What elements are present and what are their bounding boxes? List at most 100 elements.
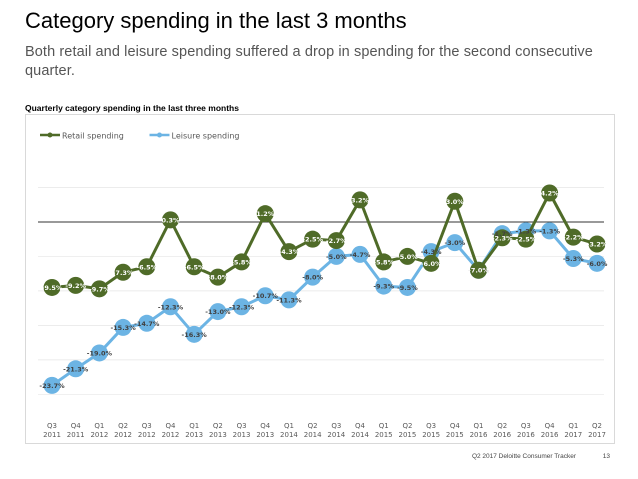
leisure-data-label: -6.0% [587,260,608,268]
leisure-point [161,298,179,316]
x-tick-label: Q4 [260,422,271,430]
x-tick-label: Q4 [165,422,176,430]
leisure-data-label: -5.0% [326,253,347,261]
x-tick-label: 2013 [233,431,251,439]
leisure-data-label: -3.0% [444,239,465,247]
leisure-point [327,247,345,265]
retail-point [446,192,464,210]
page-title: Category spending in the last 3 months [25,8,407,33]
x-tick-label: 2014 [304,431,322,439]
leisure-data-label: -13.0% [205,308,231,316]
x-tick-label: Q2 [213,422,223,430]
x-tick-label: 2013 [209,431,227,439]
retail-point [233,253,251,271]
x-tick-label: Q4 [545,422,556,430]
retail-data-label: -6.5% [136,263,157,271]
legend-label: Leisure spending [172,132,240,141]
leisure-point [233,298,251,316]
x-tick-label: 2015 [446,431,464,439]
leisure-data-label: -23.7% [39,382,65,390]
series-line-leisure [51,229,598,387]
retail-point [161,211,179,229]
leisure-data-label: -21.3% [63,365,89,373]
x-tick-label: 2015 [399,431,417,439]
leisure-point [304,268,322,286]
leisure-point [375,277,393,295]
legend-marker [47,132,53,138]
retail-data-label: -2.5% [516,236,537,244]
x-tick-label: Q3 [426,422,436,430]
x-tick-label: Q1 [189,422,199,430]
retail-point [398,247,416,265]
leisure-data-label: -5.3% [563,255,584,263]
leisure-data-label: -10.7% [253,292,279,300]
x-tick-label: 2012 [138,431,156,439]
leisure-point [43,376,61,394]
x-tick-label: Q3 [47,422,57,430]
leisure-point [398,278,416,296]
leisure-data-label: -4.3% [421,248,442,256]
chart-container: Retail spending Leisure spending -23.7% -21… [25,114,615,444]
retail-point [564,228,582,246]
x-tick-label: 2013 [256,431,274,439]
leisure-data-label: -9.5% [397,284,418,292]
retail-data-label: -5.8% [231,258,252,266]
page-number: 13 [602,453,610,460]
retail-point [351,191,369,209]
retail-data-label: 0.3% [161,216,180,224]
line-chart: Retail spending Leisure spending -23.7% -21… [38,132,608,439]
leisure-point [351,245,369,263]
retail-point [422,254,440,272]
leisure-point [564,249,582,267]
retail-data-label: 3.0% [446,198,465,206]
x-tick-label: Q4 [355,422,366,430]
leisure-data-label: -15.3% [110,324,136,332]
x-tick-label: 2015 [422,431,440,439]
retail-point [209,268,227,286]
retail-data-label: -2.3% [492,234,513,242]
leisure-data-label: -1.7% [492,230,513,238]
retail-point [67,276,85,294]
x-tick-label: 2015 [375,431,393,439]
x-tick-label: Q2 [592,422,602,430]
x-tick-label: 2016 [470,431,488,439]
retail-point [375,253,393,271]
leisure-point [256,287,274,305]
leisure-point [185,325,203,343]
x-tick-label: Q3 [331,422,341,430]
x-tick-label: Q3 [142,422,152,430]
retail-data-label: 1.2% [256,210,275,218]
x-tick-label: Q4 [71,422,82,430]
x-tick-label: 2017 [588,431,606,439]
retail-data-label: -9.5% [42,284,63,292]
leisure-data-label: -12.3% [229,303,255,311]
x-tick-label: Q3 [237,422,247,430]
leisure-data-label: -19.0% [87,349,113,357]
leisure-point [446,234,464,252]
x-tick-label: 2013 [185,431,203,439]
x-tick-label: 2014 [280,431,298,439]
leisure-point [138,314,156,332]
leisure-point [67,360,85,378]
retail-point [493,229,511,247]
retail-point [517,230,535,248]
retail-point [280,243,298,261]
retail-data-label: -2.7% [326,237,347,245]
leisure-point [280,291,298,309]
x-tick-label: Q1 [94,422,104,430]
leisure-data-label: -14.7% [134,320,160,328]
retail-data-label: -7.0% [468,267,489,275]
retail-data-label: -4.3% [279,248,300,256]
x-tick-label: 2016 [541,431,559,439]
x-tick-label: Q3 [521,422,531,430]
retail-data-label: -9.7% [89,285,110,293]
retail-data-label: -5.8% [373,258,394,266]
retail-data-label: -7.3% [113,269,134,277]
retail-point [138,258,156,276]
x-tick-label: Q1 [568,422,578,430]
x-tick-label: Q1 [474,422,484,430]
leisure-data-label: -16.3% [182,331,208,339]
leisure-data-label: -9.3% [373,283,394,291]
retail-point [185,258,203,276]
leisure-data-label: -11.3% [276,296,302,304]
